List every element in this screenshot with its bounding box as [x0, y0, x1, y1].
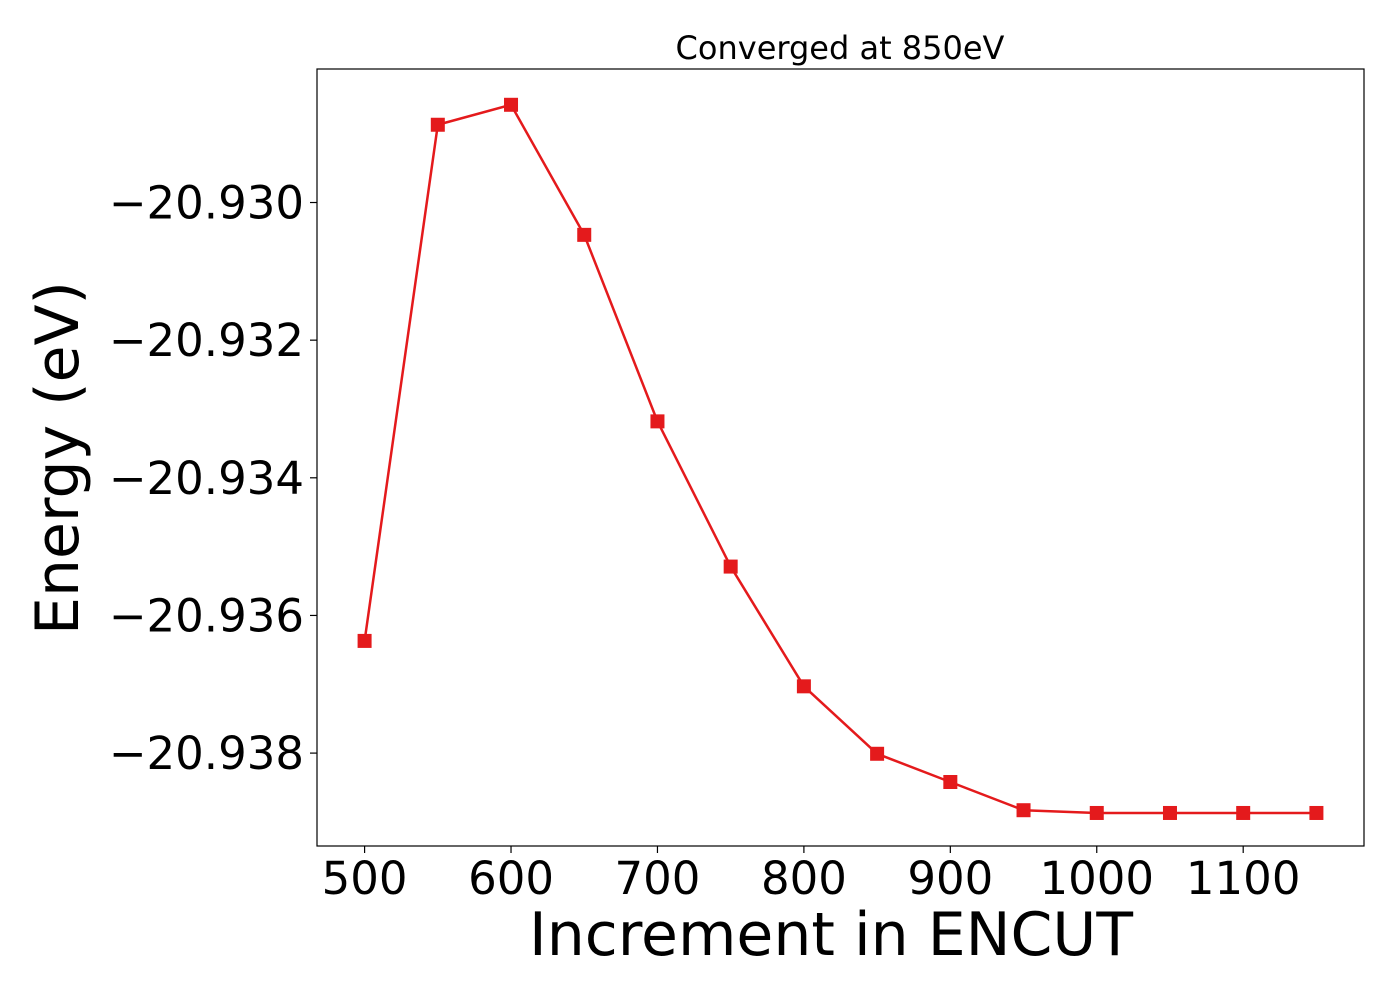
data-point-marker	[650, 414, 665, 429]
data-point-marker	[357, 633, 372, 648]
x-tick-label: 700	[615, 852, 701, 905]
data-point-marker	[1016, 803, 1031, 818]
x-tick-label: 1100	[1186, 852, 1301, 905]
y-tick-label: −20.934	[109, 452, 304, 505]
x-tick-label: 500	[322, 852, 408, 905]
y-tick-label: −20.930	[109, 177, 304, 230]
y-axis-ticks: −20.930 −20.932 −20.934 −20.936 −20.938	[109, 177, 317, 780]
x-axis-ticks: 500 600 700 800 900 1000 1100	[322, 846, 1301, 905]
y-tick-label: −20.936	[109, 589, 304, 642]
y-tick-label: −20.932	[109, 314, 304, 367]
x-tick-label: 600	[468, 852, 554, 905]
series-layer	[357, 97, 1324, 820]
data-point-marker	[870, 746, 885, 761]
series-line	[363, 103, 1317, 815]
data-point-marker	[504, 97, 519, 112]
data-point-marker	[1309, 805, 1324, 820]
data-point-marker	[1162, 805, 1177, 820]
data-point-marker	[723, 559, 738, 574]
y-axis-label: Energy (eV)	[23, 281, 93, 635]
data-point-marker	[796, 679, 811, 694]
data-point-marker	[577, 227, 592, 242]
x-tick-label: 900	[907, 852, 993, 905]
x-tick-label: 1000	[1039, 852, 1154, 905]
data-point-marker	[430, 117, 445, 132]
x-tick-label: 800	[761, 852, 847, 905]
plot-frame	[316, 68, 1365, 847]
data-point-marker	[943, 775, 958, 789]
y-tick-label: −20.938	[109, 727, 304, 780]
data-point-marker	[1089, 805, 1104, 820]
data-point-marker	[1236, 805, 1251, 820]
x-axis-label: Increment in ENCUT	[529, 900, 1133, 970]
chart-title: Converged at 850eV	[676, 29, 1005, 67]
